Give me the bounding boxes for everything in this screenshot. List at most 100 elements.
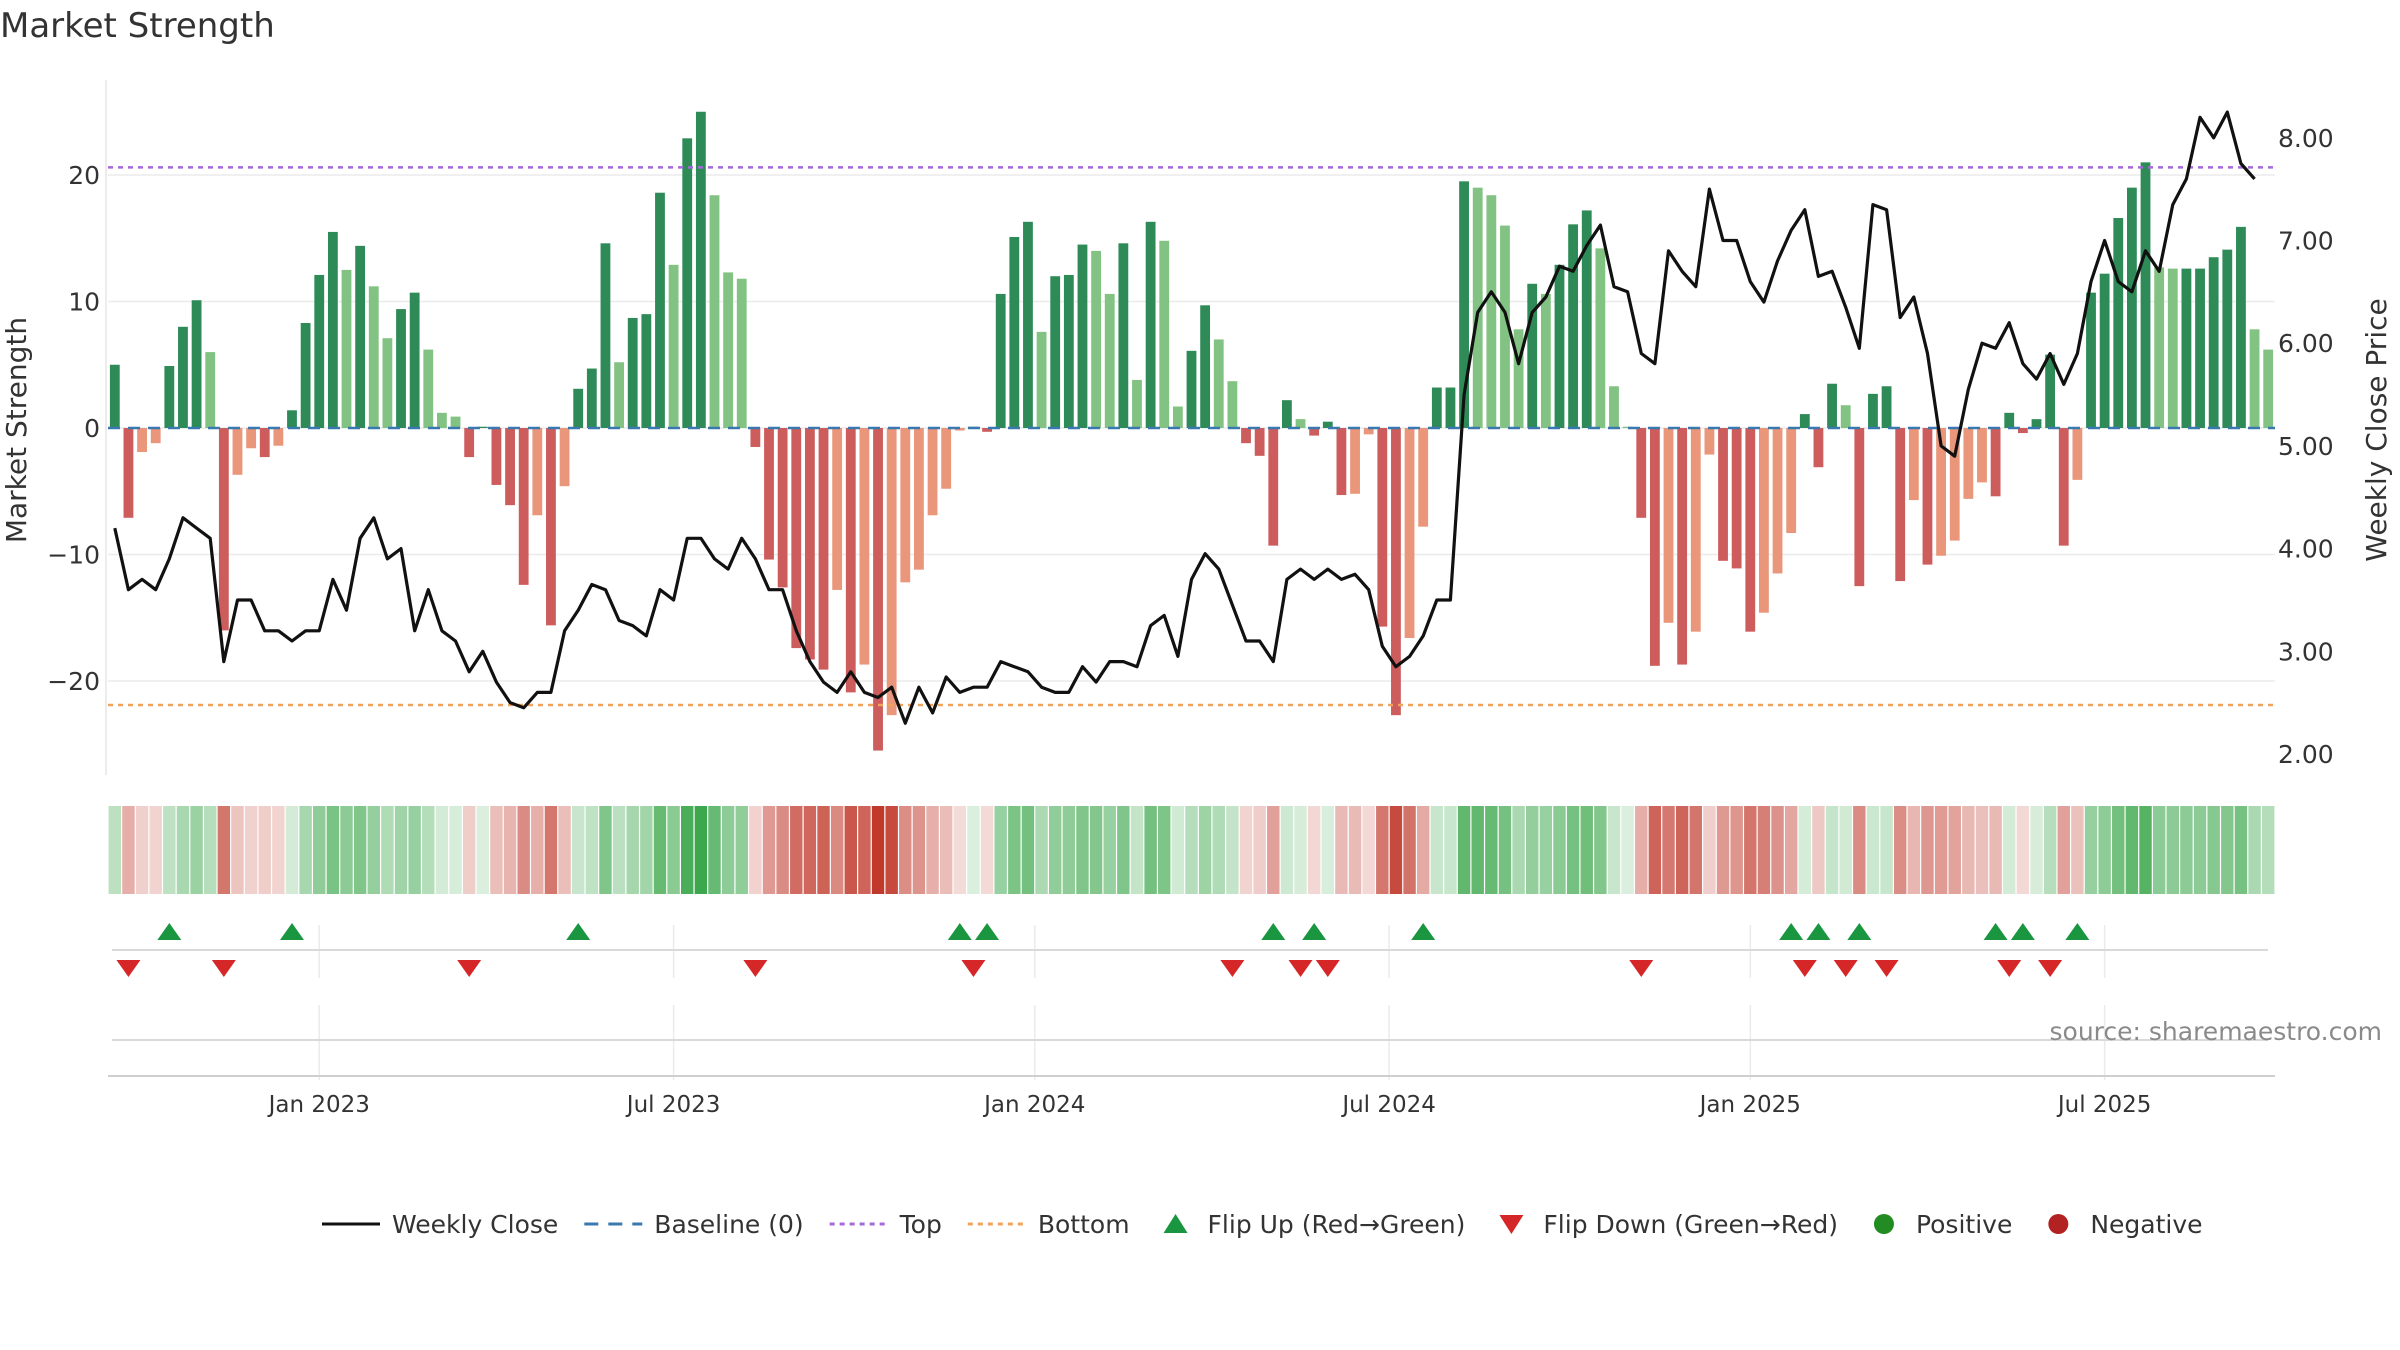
strength-bar — [791, 428, 802, 649]
x-tick-label: Jul 2023 — [625, 1092, 721, 1118]
strength-bar — [1990, 428, 2001, 497]
heat-cell — [953, 806, 967, 894]
heat-cell — [122, 806, 135, 894]
strength-bar — [355, 245, 366, 428]
strength-bar — [2072, 428, 2083, 480]
strength-bar — [627, 317, 638, 428]
heat-cell — [939, 806, 953, 894]
heat-cell — [1403, 806, 1416, 894]
heat-cell — [790, 806, 803, 894]
heat-cell — [653, 806, 667, 894]
right-tick-label: 4.00 — [2278, 535, 2334, 564]
heat-cell — [2261, 806, 2275, 894]
strength-bar — [505, 428, 515, 506]
strength-bar — [1295, 419, 1306, 428]
heat-cell — [2003, 806, 2016, 894]
flip-down-marker — [1288, 960, 1313, 977]
strength-bar — [287, 410, 297, 428]
strength-bar — [1554, 264, 1565, 428]
strength-bar — [1486, 195, 1497, 428]
strength-bar — [1077, 244, 1088, 428]
strength-bar — [900, 428, 911, 583]
strength-bar — [2126, 187, 2137, 428]
strength-bar — [259, 428, 270, 458]
left-tick-label: 10 — [68, 288, 100, 317]
strength-bar — [396, 309, 406, 428]
strength-bar — [1895, 428, 1906, 582]
right-tick-label: 7.00 — [2278, 227, 2334, 256]
legend-label: Positive — [1916, 1210, 2012, 1239]
strength-bar — [845, 428, 856, 693]
strength-bar — [464, 428, 475, 458]
strength-bar — [927, 428, 938, 516]
strength-bar — [586, 368, 597, 428]
heat-cell — [2057, 806, 2070, 894]
heat-cell — [571, 806, 585, 894]
heat-cell — [149, 806, 162, 894]
flip-up-marker — [2065, 923, 2090, 940]
heat-cell — [503, 806, 517, 894]
flip-up-marker — [279, 923, 304, 940]
heat-cell — [1335, 806, 1348, 894]
heat-cell — [2112, 806, 2125, 894]
strength-heat-strip — [108, 806, 2275, 894]
heat-cell — [1798, 806, 1812, 894]
heat-cell — [1389, 806, 1403, 894]
heat-cell — [1035, 806, 1048, 894]
heat-cell — [108, 806, 122, 894]
heat-cell — [313, 806, 326, 894]
strength-bar — [109, 364, 120, 428]
heat-cell — [1185, 806, 1198, 894]
heat-cell — [1021, 806, 1035, 894]
heat-cell — [531, 806, 544, 894]
left-tick-label: 20 — [68, 161, 100, 190]
heat-cell — [244, 806, 258, 894]
heat-cell — [190, 806, 203, 894]
strength-bar — [1827, 383, 1837, 428]
heat-cell — [585, 806, 599, 894]
heat-cell — [272, 806, 285, 894]
flip-down-marker — [2038, 960, 2063, 977]
strength-bar — [818, 428, 829, 670]
heat-cell — [721, 806, 735, 894]
heat-cell — [2193, 806, 2207, 894]
strength-bar — [559, 428, 570, 487]
heat-cell — [517, 806, 530, 894]
heat-cell — [844, 806, 857, 894]
heat-cell — [1103, 806, 1116, 894]
strength-bar — [1581, 210, 1592, 428]
heat-cell — [1280, 806, 1294, 894]
x-tick-label: Jan 2025 — [1698, 1092, 1801, 1118]
heat-cell — [326, 806, 340, 894]
heat-cell — [1689, 806, 1702, 894]
heat-cell — [1662, 806, 1675, 894]
flip-up-marker — [2010, 923, 2035, 940]
heat-cell — [299, 806, 312, 894]
heat-cell — [640, 806, 653, 894]
strength-bar — [1527, 283, 1538, 428]
strength-bar — [1881, 386, 1892, 428]
heat-cell — [871, 806, 885, 894]
heat-cell — [599, 806, 612, 894]
strength-bar — [246, 428, 257, 449]
strength-bar — [1459, 181, 1469, 428]
strength-bar — [2099, 273, 2110, 428]
strength-bar — [1363, 428, 1374, 435]
strength-bar — [1472, 187, 1483, 428]
heat-cell — [176, 806, 190, 894]
strength-bar — [1677, 428, 1688, 665]
legend-label: Flip Up (Red→Green) — [1208, 1210, 1466, 1239]
flip-up-marker — [157, 923, 182, 940]
strength-bar — [273, 428, 284, 446]
strength-bar — [1731, 428, 1742, 569]
left-y-axis: −20 −10 0 10 20 — [47, 80, 107, 775]
heat-cell — [1825, 806, 1839, 894]
strength-bar — [2195, 268, 2205, 428]
heat-cell — [1076, 806, 1089, 894]
flip-down-marker — [1874, 960, 1899, 977]
heat-cell — [2152, 806, 2166, 894]
heat-cell — [1117, 806, 1130, 894]
heat-cell — [1893, 806, 1907, 894]
weekly-close-line — [113, 110, 2256, 725]
